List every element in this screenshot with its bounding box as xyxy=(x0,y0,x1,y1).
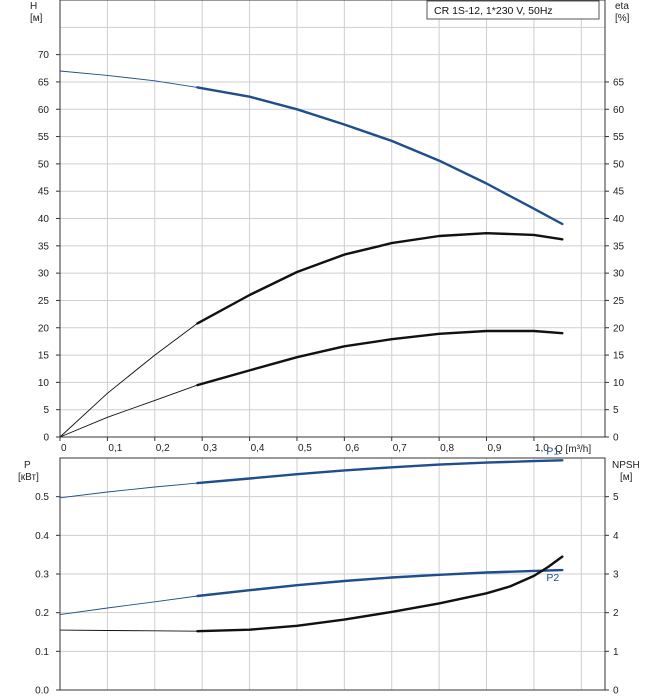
y-right-label-1: eta xyxy=(615,1,629,12)
top-right-tick-label: 20 xyxy=(613,323,625,334)
top-left-tick-label: 5 xyxy=(43,405,49,416)
bottom-frame xyxy=(59,457,606,691)
bottom-left-tick-label: 0.0 xyxy=(35,686,49,697)
x-axis-label: Q [m³/h] xyxy=(555,444,591,455)
top-x-tick-label: 0 xyxy=(61,443,67,454)
bottom-right-tick-label: 4 xyxy=(613,531,619,542)
top-left-tick-label: 40 xyxy=(38,214,50,225)
top-right-tick-label: 50 xyxy=(613,159,625,170)
bottom-right-tick-label: 5 xyxy=(613,492,619,503)
top-curves xyxy=(59,70,564,438)
top-left-tick-label: 0 xyxy=(43,433,49,444)
p-axis-label-2: [кВт] xyxy=(18,472,39,483)
bottom-right-tick-label: 3 xyxy=(613,570,619,581)
top-left-tick-label: 45 xyxy=(38,187,50,198)
bottom-curves: P1 P2 xyxy=(59,445,564,633)
top-x-tick-label: 0,5 xyxy=(298,443,312,454)
top-grid xyxy=(60,0,605,437)
top-right-tick-label: 40 xyxy=(613,214,625,225)
top-x-tick-label: 0,1 xyxy=(108,443,122,454)
efficiency-hydraulic-curve xyxy=(196,329,564,387)
npsh-axis-label-1: NPSH xyxy=(612,460,640,471)
NPSH-curve xyxy=(196,555,564,633)
top-left-tick-label: 20 xyxy=(38,323,50,334)
top-right-tick-label: 15 xyxy=(613,351,625,362)
bottom-left-tick-label: 0.2 xyxy=(35,608,49,619)
top-left-tick-label: 10 xyxy=(38,378,50,389)
bottom-tick-labels: 0.0 0.1 0.2 0.3 0.4 0.5 0 1 2 3 4 5 xyxy=(35,492,619,696)
bottom-grid xyxy=(60,457,605,690)
top-right-tick-label: 0 xyxy=(613,433,619,444)
top-left-tick-label: 15 xyxy=(38,351,50,362)
y-left-label-2: [м] xyxy=(30,13,43,24)
top-frame xyxy=(59,0,606,438)
top-x-tick-label: 0,3 xyxy=(203,443,217,454)
top-right-tick-label: 5 xyxy=(613,405,619,416)
top-left-tick-label: 55 xyxy=(38,132,50,143)
top-right-tick-label: 65 xyxy=(613,77,625,88)
bottom-left-tick-label: 0.1 xyxy=(35,647,49,658)
P1-label: P1 xyxy=(546,445,559,457)
p-axis-label-1: P xyxy=(24,460,31,471)
top-x-tick-label: 0,9 xyxy=(488,443,502,454)
top-x-tick-label: 0,7 xyxy=(393,443,407,454)
efficiency-total-curve-extrapolated xyxy=(59,323,198,438)
top-left-tick-label: 70 xyxy=(38,50,50,61)
top-right-tick-label: 60 xyxy=(613,105,625,116)
bottom-right-tick-label: 0 xyxy=(613,686,619,697)
top-left-tick-label: 30 xyxy=(38,269,50,280)
top-x-tick-label: 0,4 xyxy=(251,443,265,454)
chart-title: CR 1S-12, 1*230 V, 50Hz xyxy=(434,5,553,17)
bottom-left-tick-label: 0.5 xyxy=(35,492,49,503)
top-x-tick-label: 1,0 xyxy=(535,443,549,454)
top-x-tick-label: 0,6 xyxy=(345,443,359,454)
bottom-left-tick-label: 0.4 xyxy=(35,531,49,542)
NPSH-curve-extrapolated xyxy=(59,629,198,632)
top-right-tick-label: 55 xyxy=(613,132,625,143)
power-npsh-panel: P1 P2 0.0 0.1 0.2 0.3 0.4 0.5 0 1 2 3 4 5 P [кВт] NP… xyxy=(18,445,640,696)
top-right-tick-label: 45 xyxy=(613,187,625,198)
top-left-tick-label: 50 xyxy=(38,159,50,170)
head-curve xyxy=(196,86,564,226)
y-left-label-1: H xyxy=(30,1,37,12)
top-tick-labels: 0 5 10 15 20 25 30 35 40 45 50 55 60 65 70 0 5 10 15 20 25 30… xyxy=(38,50,625,454)
efficiency-total-curve xyxy=(196,232,564,325)
bottom-right-tick-label: 2 xyxy=(613,608,619,619)
P1-curve xyxy=(196,459,564,485)
title-box xyxy=(426,0,600,20)
top-left-tick-label: 65 xyxy=(38,77,50,88)
top-x-tick-label: 0,8 xyxy=(440,443,454,454)
efficiency-hydraulic-curve-extrapolated xyxy=(59,384,198,438)
npsh-axis-label-2: [м] xyxy=(620,472,633,483)
P2-curve-extrapolated xyxy=(59,595,198,616)
head-efficiency-panel: 0 5 10 15 20 25 30 35 40 45 50 55 60 65 70 0 5 10 15 20 25 30… xyxy=(30,0,630,455)
top-right-tick-label: 35 xyxy=(613,241,625,252)
head-curve-extrapolated xyxy=(59,70,198,88)
top-left-tick-label: 60 xyxy=(38,105,50,116)
top-right-tick-label: 10 xyxy=(613,378,625,389)
bottom-left-tick-label: 0.3 xyxy=(35,570,49,581)
P2-curve xyxy=(196,568,564,598)
top-x-tick-label: 0,2 xyxy=(156,443,170,454)
top-left-tick-label: 35 xyxy=(38,241,50,252)
bottom-right-tick-label: 1 xyxy=(613,647,619,658)
top-left-tick-label: 25 xyxy=(38,296,50,307)
top-right-tick-label: 30 xyxy=(613,269,625,280)
y-right-label-2: [%] xyxy=(615,13,630,24)
top-right-tick-label: 25 xyxy=(613,296,625,307)
P2-label: P2 xyxy=(546,572,559,584)
P1-curve-extrapolated xyxy=(59,482,198,499)
